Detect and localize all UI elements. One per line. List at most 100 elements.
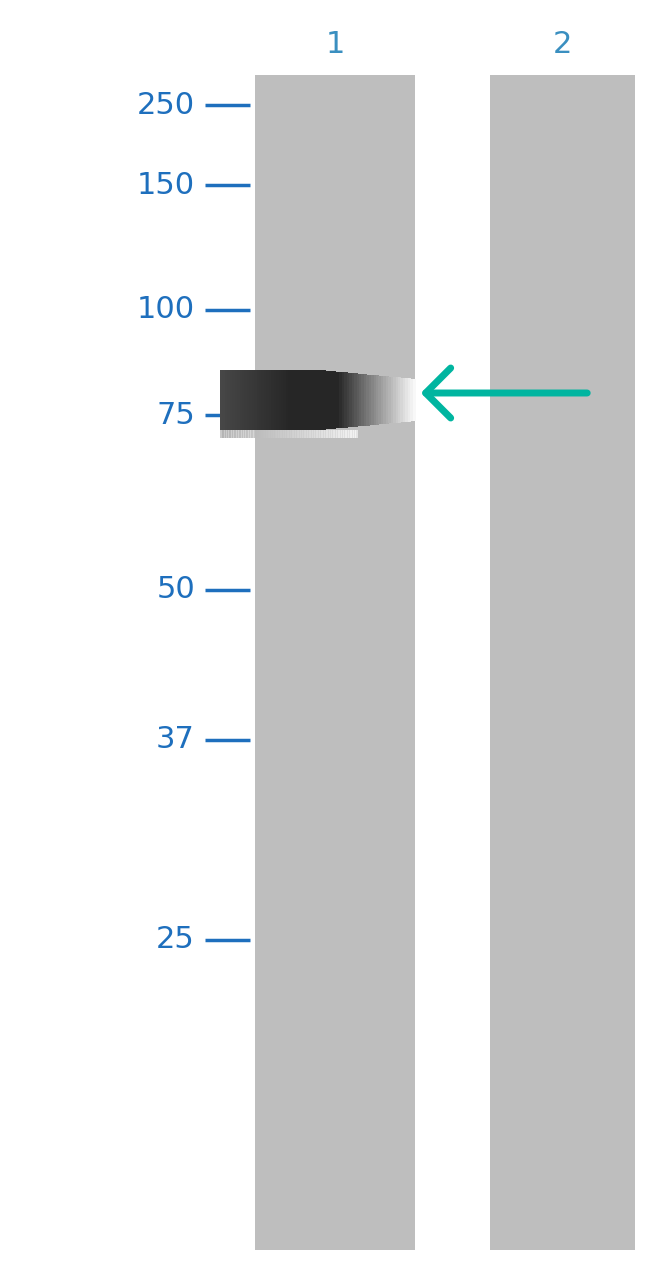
Bar	[319, 431, 322, 438]
Bar	[225, 370, 228, 431]
Bar	[359, 373, 363, 427]
Bar	[276, 431, 279, 438]
Bar	[398, 377, 402, 423]
Bar	[320, 431, 324, 438]
Bar	[261, 370, 265, 431]
Bar	[366, 375, 370, 425]
Text: 150: 150	[137, 170, 195, 199]
Bar	[274, 370, 277, 431]
Bar	[261, 431, 264, 438]
Bar	[364, 375, 367, 425]
Bar	[329, 431, 332, 438]
Bar	[224, 431, 226, 438]
Bar	[346, 431, 349, 438]
Bar	[349, 373, 352, 427]
Bar	[280, 431, 282, 438]
Bar	[225, 431, 228, 438]
Bar	[264, 370, 267, 431]
Bar	[268, 370, 272, 431]
Bar	[378, 376, 382, 424]
Bar	[384, 376, 387, 424]
Bar	[298, 431, 301, 438]
Bar	[393, 377, 396, 423]
Bar	[259, 370, 263, 431]
Bar	[283, 431, 286, 438]
Bar	[281, 370, 285, 431]
Bar	[328, 431, 330, 438]
Bar	[246, 431, 248, 438]
Bar	[322, 371, 326, 429]
Bar	[240, 431, 243, 438]
Bar	[317, 431, 320, 438]
Bar	[331, 431, 333, 438]
Bar	[220, 370, 224, 431]
Bar	[229, 370, 233, 431]
Bar	[322, 431, 325, 438]
Bar	[242, 431, 245, 438]
Bar	[350, 431, 352, 438]
Bar	[306, 431, 308, 438]
Bar	[278, 370, 282, 431]
Bar	[309, 431, 311, 438]
Bar	[324, 431, 327, 438]
Bar	[374, 375, 377, 425]
Text: 2: 2	[552, 30, 572, 58]
Bar	[338, 431, 341, 438]
Bar	[336, 431, 339, 438]
Bar	[271, 370, 274, 431]
Bar	[410, 378, 413, 422]
Bar	[348, 431, 351, 438]
Bar	[271, 431, 274, 438]
Bar	[270, 431, 272, 438]
Bar	[233, 431, 237, 438]
Bar	[325, 371, 328, 429]
Bar	[255, 75, 415, 1250]
Bar	[295, 431, 298, 438]
Bar	[259, 431, 262, 438]
Bar	[385, 376, 389, 424]
Bar	[247, 431, 250, 438]
Bar	[235, 431, 238, 438]
Bar	[237, 431, 240, 438]
Text: 25: 25	[156, 926, 195, 955]
Bar	[346, 372, 350, 427]
Bar	[413, 378, 416, 422]
Bar	[296, 370, 299, 431]
Bar	[352, 373, 355, 427]
Bar	[297, 431, 300, 438]
Bar	[376, 376, 380, 424]
Bar	[232, 431, 235, 438]
Bar	[220, 431, 223, 438]
Bar	[242, 370, 246, 431]
Bar	[266, 370, 270, 431]
Bar	[312, 431, 315, 438]
Bar	[303, 370, 306, 431]
Bar	[281, 431, 284, 438]
Bar	[290, 431, 292, 438]
Bar	[395, 377, 399, 423]
Bar	[288, 431, 291, 438]
Bar	[344, 431, 347, 438]
Bar	[227, 370, 231, 431]
Bar	[304, 431, 306, 438]
Bar	[332, 371, 335, 429]
Text: 250: 250	[137, 90, 195, 119]
Bar	[315, 431, 318, 438]
Bar	[239, 431, 242, 438]
Bar	[232, 370, 235, 431]
Bar	[252, 370, 255, 431]
Bar	[252, 431, 255, 438]
Bar	[339, 431, 342, 438]
Bar	[256, 431, 259, 438]
Bar	[343, 431, 346, 438]
Bar	[263, 431, 265, 438]
Bar	[311, 431, 313, 438]
Bar	[356, 373, 360, 427]
Bar	[342, 372, 345, 428]
Bar	[326, 431, 328, 438]
Text: 37: 37	[156, 725, 195, 754]
Bar	[244, 431, 246, 438]
Bar	[369, 375, 372, 425]
Bar	[353, 431, 356, 438]
Bar	[254, 431, 257, 438]
